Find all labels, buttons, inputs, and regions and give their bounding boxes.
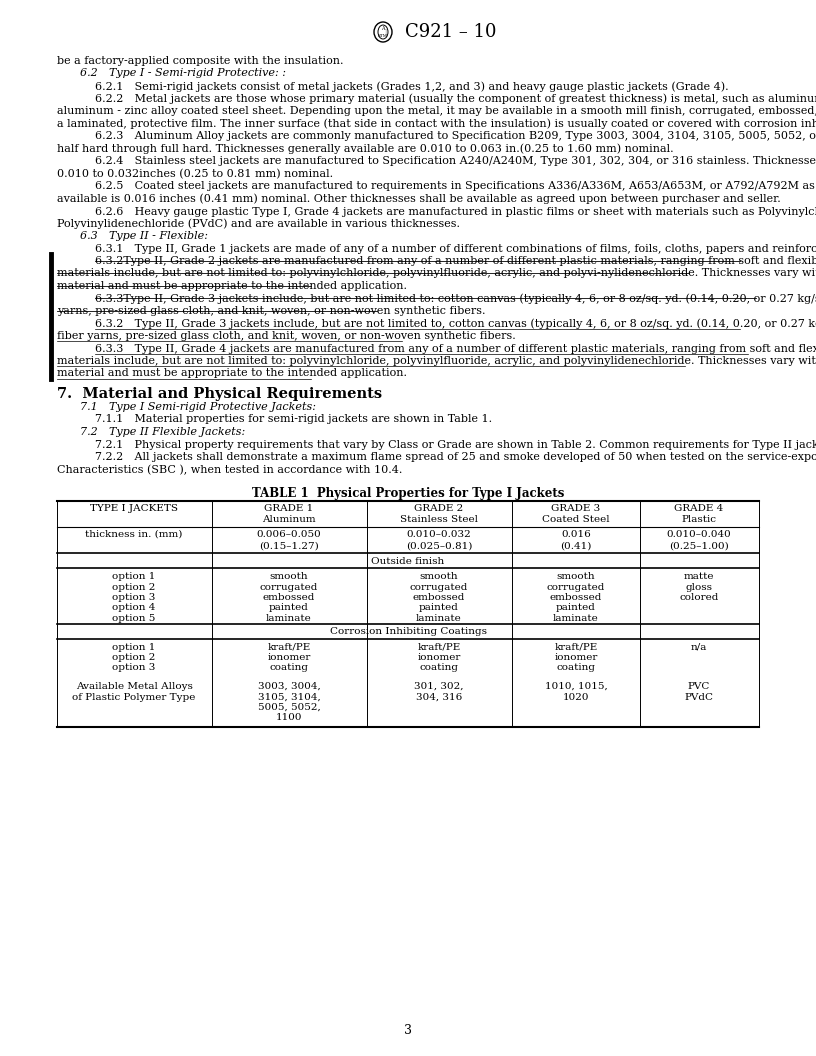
Text: ionomer: ionomer: [417, 653, 461, 662]
Text: 7.2.1  Physical property requirements that vary by Class or Grade are shown in T: 7.2.1 Physical property requirements tha…: [95, 439, 816, 450]
Text: coating: coating: [557, 663, 596, 673]
Text: TABLE 1  Physical Properties for Type I Jackets: TABLE 1 Physical Properties for Type I J…: [252, 487, 564, 499]
Text: |: |: [384, 29, 386, 36]
Text: C921 – 10: C921 – 10: [405, 23, 496, 41]
Text: option 2: option 2: [113, 653, 156, 662]
Text: a laminated, protective film. The inner surface (that side in contact with the i: a laminated, protective film. The inner …: [57, 118, 816, 129]
Text: PVdC: PVdC: [685, 693, 713, 701]
Text: 7.  Material and Physical Requirements: 7. Material and Physical Requirements: [57, 386, 382, 401]
Text: embossed: embossed: [413, 593, 465, 602]
Text: materials include, but are not limited to: polyvinylchloride, polyvinylfluoride,: materials include, but are not limited t…: [57, 268, 816, 279]
Text: 6.2.5  Coated steel jackets are manufactured to requirements in Specifications A: 6.2.5 Coated steel jackets are manufactu…: [95, 181, 816, 191]
Text: 7.2  Type II Flexible Jackets:: 7.2 Type II Flexible Jackets:: [80, 427, 246, 437]
Text: GRADE 3
Coated Steel: GRADE 3 Coated Steel: [542, 504, 610, 524]
Text: STM: STM: [378, 34, 388, 38]
Text: GRADE 2
Stainless Steel: GRADE 2 Stainless Steel: [400, 504, 478, 524]
Text: smooth: smooth: [419, 572, 459, 581]
Text: 6.2.1  Semi-rigid jackets consist of metal jackets (Grades 1,2, and 3) and heavy: 6.2.1 Semi-rigid jackets consist of meta…: [95, 81, 729, 92]
Text: of Plastic Polymer Type: of Plastic Polymer Type: [73, 693, 196, 701]
Text: 7.1.1  Material properties for semi-rigid jackets are shown in Table 1.: 7.1.1 Material properties for semi-rigid…: [95, 415, 492, 425]
Text: coating: coating: [269, 663, 308, 673]
Text: laminate: laminate: [416, 614, 462, 623]
Text: option 3: option 3: [113, 663, 156, 673]
Text: 0.016
(0.41): 0.016 (0.41): [561, 530, 592, 550]
Text: corrugated: corrugated: [410, 583, 468, 591]
Text: painted: painted: [556, 603, 596, 612]
Text: embossed: embossed: [550, 593, 602, 602]
Text: 6.2.4  Stainless steel jackets are manufactured to Specification A240/A240M, Typ: 6.2.4 Stainless steel jackets are manufa…: [95, 156, 816, 166]
Text: Outside finish: Outside finish: [371, 557, 445, 566]
Text: kraft/PE: kraft/PE: [554, 642, 597, 652]
Text: 6.2  Type I - Semi-rigid Protective: :: 6.2 Type I - Semi-rigid Protective: :: [80, 69, 286, 78]
Text: 3: 3: [404, 1024, 412, 1037]
Text: A: A: [381, 25, 385, 31]
Text: corrugated: corrugated: [547, 583, 605, 591]
Text: 6.3  Type II - Flexible:: 6.3 Type II - Flexible:: [80, 231, 208, 241]
Text: laminate: laminate: [553, 614, 599, 623]
Text: 304, 316: 304, 316: [416, 693, 462, 701]
Text: smooth: smooth: [269, 572, 308, 581]
Text: 0.010–0.032
(0.025–0.81): 0.010–0.032 (0.025–0.81): [406, 530, 472, 550]
Text: colored: colored: [679, 593, 719, 602]
Text: GRADE 1
Aluminum: GRADE 1 Aluminum: [262, 504, 316, 524]
Text: matte: matte: [684, 572, 714, 581]
Text: half hard through full hard. Thicknesses generally available are 0.010 to 0.063 : half hard through full hard. Thicknesses…: [57, 144, 674, 154]
Text: 3003, 3004,: 3003, 3004,: [258, 682, 321, 691]
Text: Corrosion Inhibiting Coatings: Corrosion Inhibiting Coatings: [330, 627, 486, 637]
Text: corrugated: corrugated: [259, 583, 318, 591]
Text: 0.006–0.050
(0.15–1.27): 0.006–0.050 (0.15–1.27): [256, 530, 322, 550]
Text: 7.1  Type I Semi-rigid Protective Jackets:: 7.1 Type I Semi-rigid Protective Jackets…: [80, 402, 316, 412]
Text: smooth: smooth: [557, 572, 596, 581]
Text: ionomer: ionomer: [554, 653, 597, 662]
Text: Polyvinylidenechloride (PVdC) and are available in various thicknesses.: Polyvinylidenechloride (PVdC) and are av…: [57, 219, 460, 229]
Text: material and must be appropriate to the intended application.: material and must be appropriate to the …: [57, 369, 407, 378]
Text: 6.3.2Type II, Grade 2 jackets are manufactured from any of a number of different: 6.3.2Type II, Grade 2 jackets are manufa…: [95, 256, 816, 266]
Text: 6.2.6  Heavy gauge plastic Type I, Grade 4 jackets are manufactured in plastic f: 6.2.6 Heavy gauge plastic Type I, Grade …: [95, 206, 816, 216]
Text: 0.010 to 0.032inches (0.25 to 0.81 mm) nominal.: 0.010 to 0.032inches (0.25 to 0.81 mm) n…: [57, 169, 333, 178]
Text: 6.3.1  Type II, Grade 1 jackets are made of any of a number of different combina: 6.3.1 Type II, Grade 1 jackets are made …: [95, 244, 816, 253]
Text: 1010, 1015,: 1010, 1015,: [544, 682, 607, 691]
Text: option 1: option 1: [113, 572, 156, 581]
Text: kraft/PE: kraft/PE: [417, 642, 460, 652]
Text: GRADE 4
Plastic: GRADE 4 Plastic: [674, 504, 724, 524]
Text: ionomer: ionomer: [268, 653, 311, 662]
Text: 1020: 1020: [563, 693, 589, 701]
Text: PVC: PVC: [688, 682, 710, 691]
Text: materials include, but are not limited to: polyvinylchloride, polyvinylfluoride,: materials include, but are not limited t…: [57, 356, 816, 366]
Text: available is 0.016 inches (0.41 mm) nominal. Other thicknesses shall be availabl: available is 0.016 inches (0.41 mm) nomi…: [57, 193, 781, 204]
Text: aluminum - zinc alloy coated steel sheet. Depending upon the metal, it may be av: aluminum - zinc alloy coated steel sheet…: [57, 106, 816, 116]
Text: 5005, 5052,: 5005, 5052,: [258, 703, 321, 712]
Text: 6.3.3  Type II, Grade 4 jackets are manufactured from any of a number of differe: 6.3.3 Type II, Grade 4 jackets are manuf…: [95, 343, 816, 354]
Text: painted: painted: [419, 603, 459, 612]
Text: Characteristics (SBC ), when tested in accordance with 10.4.: Characteristics (SBC ), when tested in a…: [57, 465, 402, 475]
Text: 3105, 3104,: 3105, 3104,: [258, 693, 321, 701]
Text: painted: painted: [269, 603, 309, 612]
Text: 301, 302,: 301, 302,: [415, 682, 463, 691]
Text: coating: coating: [419, 663, 459, 673]
Text: 6.3.3Type II, Grade 3 jackets include, but are not limited to: cotton canvas (ty: 6.3.3Type II, Grade 3 jackets include, b…: [95, 294, 816, 304]
Text: option 5: option 5: [113, 614, 156, 623]
Text: n/a: n/a: [691, 642, 707, 652]
Text: 0.010–0.040
(0.25–1.00): 0.010–0.040 (0.25–1.00): [667, 530, 731, 550]
Text: material and must be appropriate to the intended application.: material and must be appropriate to the …: [57, 281, 407, 291]
Text: embossed: embossed: [263, 593, 315, 602]
Text: thickness in. (mm): thickness in. (mm): [86, 530, 183, 539]
Text: 1100: 1100: [276, 714, 302, 722]
Text: kraft/PE: kraft/PE: [268, 642, 311, 652]
Text: gloss: gloss: [685, 583, 712, 591]
Text: laminate: laminate: [266, 614, 312, 623]
Text: Available Metal Alloys: Available Metal Alloys: [76, 682, 193, 691]
Text: yarns, pre-sized glass cloth, and knit, woven, or non-woven synthetic fibers.: yarns, pre-sized glass cloth, and knit, …: [57, 306, 486, 316]
Text: 7.2.2  All jackets shall demonstrate a maximum flame spread of 25 and smoke deve: 7.2.2 All jackets shall demonstrate a ma…: [95, 452, 816, 463]
Text: option 3: option 3: [113, 593, 156, 602]
Text: TYPE I JACKETS: TYPE I JACKETS: [90, 504, 178, 513]
Text: 6.2.3  Aluminum Alloy jackets are commonly manufactured to Specification B209, T: 6.2.3 Aluminum Alloy jackets are commonl…: [95, 131, 816, 142]
Text: 6.3.2  Type II, Grade 3 jackets include, but are not limited to, cotton canvas (: 6.3.2 Type II, Grade 3 jackets include, …: [95, 319, 816, 329]
Text: option 4: option 4: [113, 603, 156, 612]
Text: option 2: option 2: [113, 583, 156, 591]
Text: be a factory-applied composite with the insulation.: be a factory-applied composite with the …: [57, 56, 344, 65]
Text: fiber yarns, pre-sized glass cloth, and knit, woven, or non-woven synthetic fibe: fiber yarns, pre-sized glass cloth, and …: [57, 331, 516, 341]
Text: 6.2.2  Metal jackets are those whose primary material (usually the component of : 6.2.2 Metal jackets are those whose prim…: [95, 94, 816, 105]
Text: option 1: option 1: [113, 642, 156, 652]
